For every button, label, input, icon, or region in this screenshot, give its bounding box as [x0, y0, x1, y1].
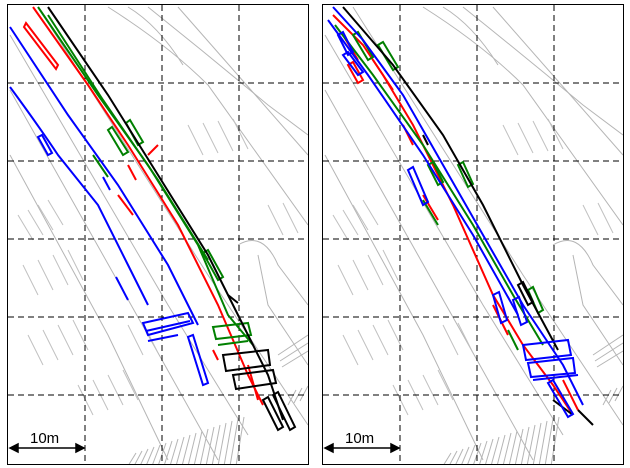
trajectory-panel-left: 10m: [7, 4, 309, 465]
map-crosswalk: [443, 334, 623, 464]
trajectories-red: [332, 14, 579, 416]
trajectories-black: [47, 6, 297, 432]
map-parking-stalls: [17, 118, 299, 416]
trajectories-blue: [327, 6, 584, 419]
map-road-lines: [324, 6, 623, 461]
scale-bar-label: 10m: [345, 430, 375, 447]
grid-lines: [323, 5, 623, 464]
trajectories-red: [22, 6, 264, 406]
scale-bar-label: 10m: [30, 430, 60, 447]
panel-right-canvas: [323, 5, 623, 464]
scale-bar: [8, 442, 86, 454]
trajectories-blue: [9, 26, 210, 387]
map-crosswalk: [128, 334, 308, 464]
panel-left-canvas: [8, 5, 308, 464]
trajectory-panel-right: 10m: [322, 4, 624, 465]
trajectories-green: [37, 6, 254, 346]
map-parking-stalls: [332, 118, 614, 416]
map-road-lines: [9, 6, 308, 461]
scale-bar: [323, 442, 401, 454]
